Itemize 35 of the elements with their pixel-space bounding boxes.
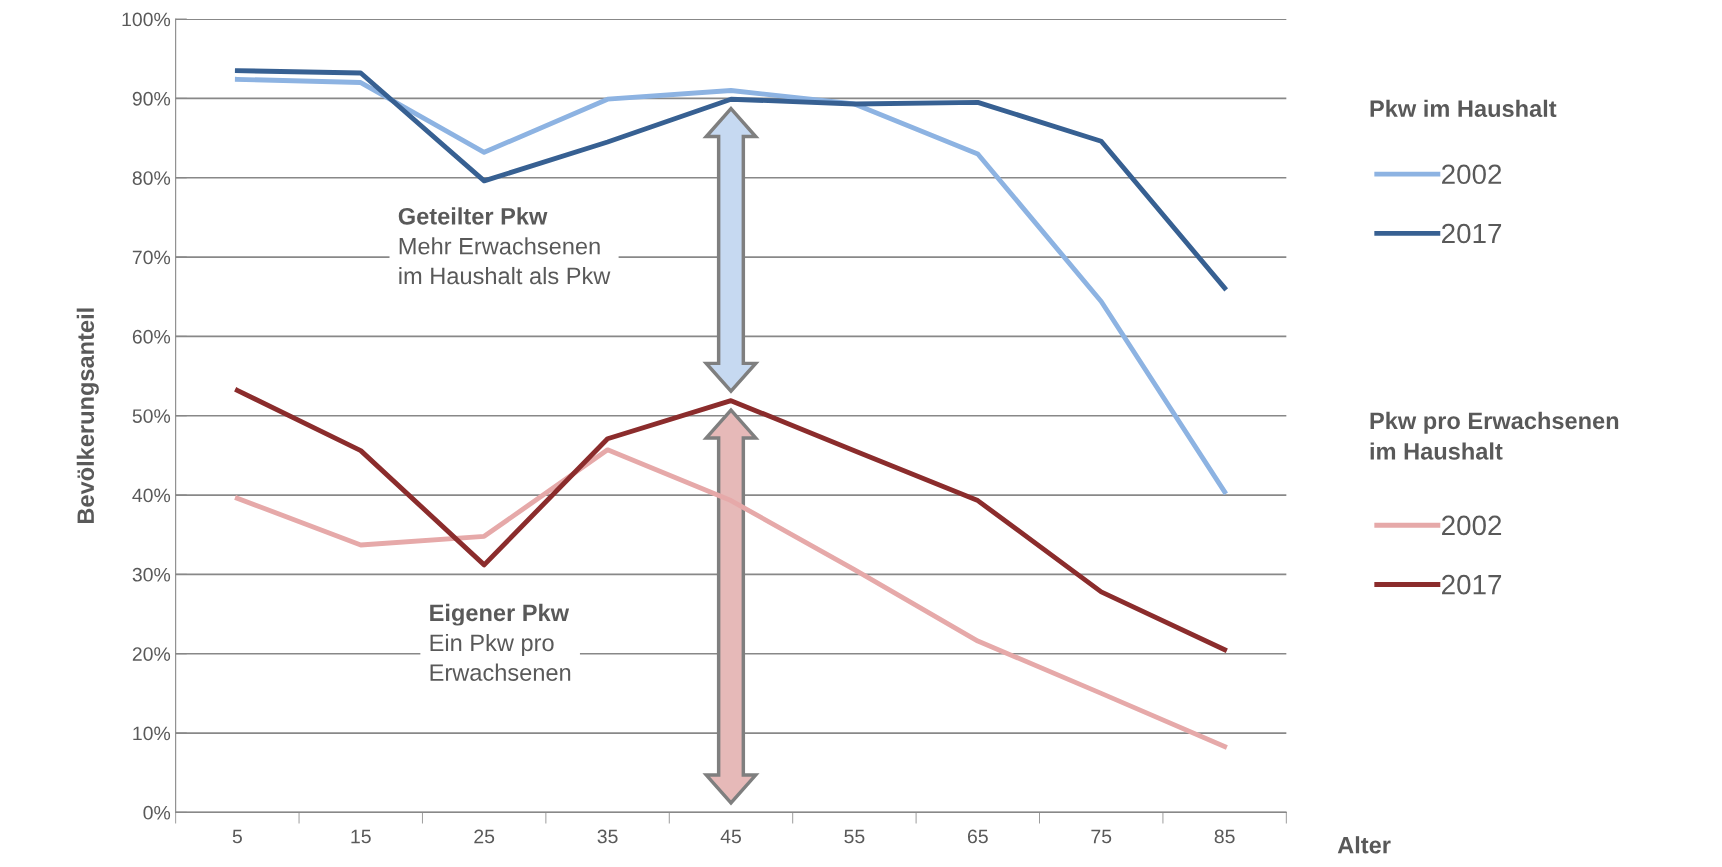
- legend-label: 2002: [1442, 164, 1502, 185]
- x-tick-label: 35: [597, 829, 618, 844]
- x-tick-label: 5: [232, 829, 242, 844]
- line-series: [234, 447, 1228, 749]
- annotation: Geteilter Pkw: [398, 207, 548, 225]
- y-tick-label: 100%: [122, 12, 171, 27]
- y-tick-label: 90%: [132, 91, 171, 106]
- x-axis-title: Alter: [1337, 836, 1391, 854]
- line-series: [234, 68, 1228, 291]
- y-tick-label: 60%: [132, 329, 171, 344]
- x-tick-label: 15: [351, 829, 371, 844]
- y-tick-label: 80%: [132, 171, 171, 185]
- x-tick-label: 75: [1091, 829, 1112, 844]
- text: Pkw im Haushalt: [1370, 99, 1557, 118]
- x-tick-label: 45: [720, 829, 741, 844]
- y-tick-label: 20%: [132, 647, 171, 661]
- legend-label: 2017: [1442, 574, 1502, 595]
- text: Pkw pro Erwachsenen im Haushalt: [1370, 411, 1619, 460]
- legend-label: 2017: [1442, 223, 1502, 244]
- legend-label: 2002: [1442, 515, 1502, 536]
- y-tick-label: 0%: [143, 805, 171, 820]
- y-tick-label: 30%: [132, 567, 171, 582]
- annotation: Eigener Pkw: [430, 603, 570, 626]
- x-tick-label: 55: [844, 829, 865, 844]
- y-tick-label: 40%: [132, 488, 171, 503]
- x-tick-label: 85: [1214, 829, 1235, 844]
- annotation: Ein Pkw pro Erwachsenen: [430, 633, 571, 681]
- y-tick-label: 10%: [133, 726, 171, 741]
- y-tick-label: 50%: [132, 409, 171, 423]
- x-tick-label: 25: [474, 829, 495, 844]
- x-tick-label: 65: [967, 829, 988, 844]
- annotation: Mehr Erwachsenen im Haushalt als Pkw: [399, 237, 611, 285]
- y-tick-label: 70%: [132, 250, 171, 265]
- line-series: [234, 76, 1228, 495]
- y-axis-title: Bevölkerungsanteil: [76, 308, 99, 524]
